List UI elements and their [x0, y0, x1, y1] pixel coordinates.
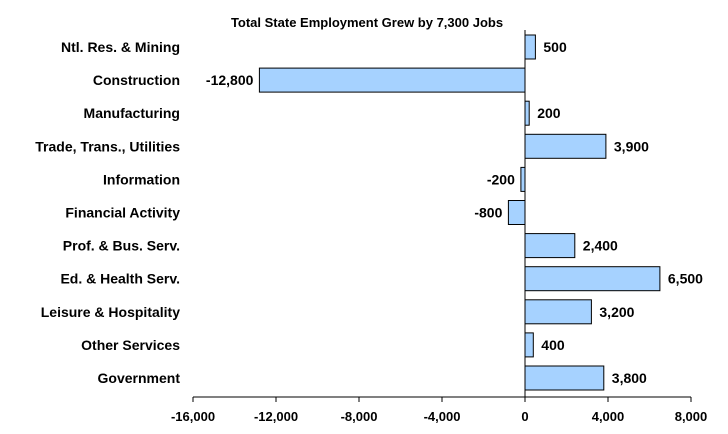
data-label-construction: -12,800 — [206, 72, 254, 88]
data-label-manufacturing: 200 — [537, 105, 561, 121]
category-label-financial-activity: Financial Activity — [65, 205, 180, 221]
bar-ntl-res-mining — [524, 34, 536, 60]
x-axis: -16,000 -12,000 -8,000 -4,000 0 4,000 8,000 — [171, 30, 707, 424]
data-label-financial-activity: -800 — [474, 205, 502, 221]
bar-information — [520, 166, 526, 192]
x-tick-label: -4,000 — [424, 409, 461, 424]
bar-ed-health-serv — [524, 266, 661, 292]
category-label-other-services: Other Services — [81, 337, 180, 353]
category-label-trade-trans-utilities: Trade, Trans., Utilities — [35, 138, 180, 154]
x-tick-label: -16,000 — [171, 409, 215, 424]
category-label-information: Information — [103, 171, 180, 187]
data-label-ed-health-serv: 6,500 — [668, 271, 703, 287]
bar-construction — [258, 67, 526, 93]
chart-title: Total State Employment Grew by 7,300 Job… — [231, 15, 503, 30]
x-tick-label: 4,000 — [592, 409, 625, 424]
bar-leisure-hospitality — [524, 299, 592, 325]
category-label-ntl-res-mining: Ntl. Res. & Mining — [61, 39, 180, 55]
category-label-leisure-hospitality: Leisure & Hospitality — [41, 304, 180, 320]
data-label-ntl-res-mining: 500 — [543, 39, 567, 55]
category-label-ed-health-serv: Ed. & Health Serv. — [60, 271, 180, 287]
x-tick-label: 0 — [521, 409, 528, 424]
data-label-leisure-hospitality: 3,200 — [599, 304, 634, 320]
category-label-prof-bus-serv: Prof. & Bus. Serv. — [63, 238, 180, 254]
bar-prof-bus-serv — [524, 233, 576, 259]
bar-government — [524, 365, 605, 391]
x-tick-label: 8,000 — [675, 409, 708, 424]
data-label-trade-trans-utilities: 3,900 — [614, 138, 649, 154]
bar-other-services — [524, 332, 534, 358]
bar-manufacturing — [524, 100, 530, 126]
bars-group: Ntl. Res. & Mining 500 Construction -12,800… — [35, 34, 703, 391]
x-tick-label: -12,000 — [254, 409, 298, 424]
data-label-government: 3,800 — [612, 370, 647, 386]
category-label-manufacturing: Manufacturing — [84, 105, 180, 121]
x-tick-label: -8,000 — [341, 409, 378, 424]
category-label-government: Government — [98, 370, 181, 386]
bar-trade-trans-utilities — [524, 133, 607, 159]
data-label-prof-bus-serv: 2,400 — [583, 238, 618, 254]
category-label-construction: Construction — [93, 72, 180, 88]
bar-financial-activity — [507, 200, 526, 225]
data-label-other-services: 400 — [541, 337, 565, 353]
data-label-information: -200 — [487, 171, 515, 187]
